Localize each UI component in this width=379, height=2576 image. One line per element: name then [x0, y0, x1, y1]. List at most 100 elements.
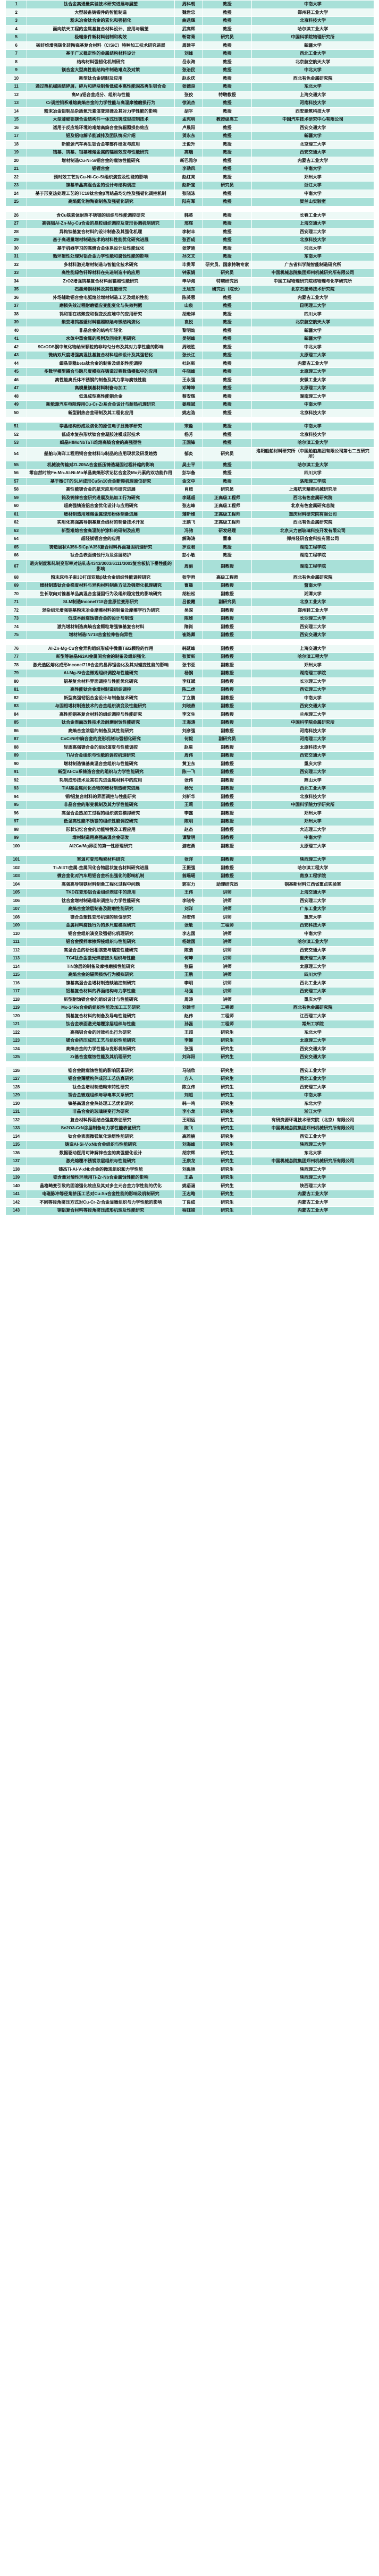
table-row[interactable]: 84 高性能铜基复合材料的组织调控与性能研究 李文生 副教授 兰州理工大学 — [5, 710, 374, 719]
table-row[interactable]: 107 高熵合金涂层制备及耐磨性能研究 刘洋 讲师 广东工业大学 — [5, 905, 374, 914]
table-row[interactable]: 5 极端条件新材料创制和构效 靳常青 研究员 中国科学院物理研究所 — [5, 33, 374, 42]
table-row[interactable]: 132 复合材料界面结合强度表征研究 王明远 研究生 有研资源环境技术研究院（北京）有限… — [5, 1115, 374, 1124]
table-row[interactable]: 142 不同等径角挤压方式对Cu-Cr-Zr合金显微组织与力学性能的影响 丁良成 研究… — [5, 1198, 374, 1207]
table-row[interactable]: 25 高熵氮化物陶瓷制备及强韧化研究 陆有军 教授 贺兰山实验室 — [5, 198, 374, 207]
table-row[interactable]: 8 结构材料强韧化机制研究 岳永海 教授 北京航空航天大学 — [5, 57, 374, 66]
table-row[interactable]: 103 微合金化对汽车用铝合金析出强化的影响机制 翁瑶瑶 副教授 南京工程学院 — [5, 872, 374, 881]
table-row[interactable]: 7 基于广义稳定性的金属结构材料设计 刘峰 教授 西北工业大学 — [5, 49, 374, 58]
table-row[interactable]: 16 适用于反应堆环境的难熔高熵合金抗辐照损伤效应 卢晨阳 教授 西安交通大学 — [5, 123, 374, 132]
table-row[interactable]: 49 新能源汽车电阻焊用Cu-Cr-Zr系合金设计与耐热机理研究 姜雁斌 教授 中南大学 — [5, 400, 374, 409]
table-row[interactable]: 44 细晶亚稳beta钛合金的制备及组织性能调控 杜赵新 教授 内蒙古工业大学 — [5, 359, 374, 368]
table-row[interactable]: 80 铝基复合材料界面调控与性能优化研究 李红斌 副教授 长沙理工大学 — [5, 677, 374, 686]
table-row[interactable]: 109 金属材料腐蚀行为的多尺度模拟研究 张敏 工程师 西安科技大学 — [5, 921, 374, 930]
table-row[interactable]: 43 微纳双尺度增强高温钛基复合材料组织设计及其强韧化 张长江 教授 太原理工大学 — [5, 351, 374, 360]
table-row[interactable]: 34 ZrO2增强钨基复合材料耐辐照性能研究 申华海 特聘研究员 中国工程物理研究院核物… — [5, 277, 374, 286]
table-row[interactable]: 125 Zr基合金腐蚀性能及其机理研究 刘洋阳 研究生 西安交通大学 — [5, 1053, 374, 1062]
table-row[interactable]: 46 高性能奥氏体不锈钢的制备及其力学与腐蚀性能 王永强 教授 安徽工业大学 — [5, 375, 374, 384]
table-row[interactable]: 76 Al-Zn-Mg-Cu合金异构组织形成中微量TiB2颗粒的作用 韩延峰 副教授上… — [5, 644, 374, 653]
table-row[interactable]: 71 SLM制造Inconel718合金原位变形研究 吕俊霞 副研究员 北京工业大学 — [5, 598, 374, 607]
table-row[interactable]: 65 铸造层状A356-SiCp/A356复合材料界面凝固机理研究 罗亚君 教授 湖南工… — [5, 543, 374, 552]
table-row[interactable]: 35 石墨烯铜材料及其性能研究 王旭东 研究员（院长） 北京石墨烯技术研究院 — [5, 285, 374, 294]
table-row[interactable]: 27 高强韧Al-Zn-Mg-Cu合金的晶粒组织调控及变形协调机制研究 邢辉 教授 上海… — [5, 219, 374, 228]
table-row[interactable]: 63 新型难熔合金高温防护涂料的研制及应用 冯驰 研发经理 北京天力创玻璃科技开发有限公… — [5, 526, 374, 535]
table-row[interactable]: 128 钛合金增材制造粉末特性研究 陈立伟 研究生 西安理工大学 — [5, 1083, 374, 1092]
table-row[interactable]: 3 粉末冶金钛合金的素化和强韧化 曲选辉 教授 北京科技大学 — [5, 16, 374, 25]
table-row[interactable]: 32 多材料激光增材制造与智能化技术研究 毕贵军 研究员、国家特聘专家 广东省科学院智能… — [5, 260, 374, 269]
table-row[interactable]: 89 TiAl合金组织与性能的调控机理研究 周伟 副教授 西安交通大学 — [5, 751, 374, 760]
table-row[interactable]: 121 钛合金表面激光熔覆涂层组织与性能 孙磊 工程师 常州工学院 — [5, 1020, 374, 1029]
table-row[interactable]: 122 高强铝合金的时效析出行为研究 王超 研究生 东北大学 — [5, 1028, 374, 1037]
table-row[interactable]: 82 新型高强韧铝合金设计与制备技术研究 丁立鹏 副教授 中南大学 — [5, 693, 374, 702]
table-row[interactable]: 102 Ti-Al3Ti金属-金属间化合物层状复合材料研究进展 王振强 副教授 哈尔滨工… — [5, 863, 374, 872]
table-row[interactable]: 58 高性能镁合金的航天应用与研究进展 肖旅 研究员 上海航天精密机械研究所 — [5, 485, 374, 494]
table-row[interactable]: 97 低温高性能不锈钢的组织性能调控研究 陈明 副教授 郑州大学 — [5, 817, 374, 826]
table-row[interactable]: 1 钛合金高通量实验技术研究进展与展望 周科朝 教授 中南大学 — [5, 0, 374, 9]
table-row[interactable]: 66 钛合金表面烧蚀行为及涂层防护 彭小敏 教授 湖南工程学院 — [5, 551, 374, 560]
table-row[interactable]: 57 基于微CT的SLM成形CuSn10合金断裂机理原位研究 金文中 教授 洛阳理工学院 — [5, 477, 374, 486]
table-row[interactable]: 92 轧制成形技术及其在先进金属材料中的应用 张伟 副教授 燕山大学 — [5, 776, 374, 785]
table-row[interactable]: 21 铝锂合金 李劲风 教授 中南大学 — [5, 165, 374, 174]
table-row[interactable]: 98 形状记忆合金的功能特性及工程应用 赵杰 副教授 大连理工大学 — [5, 825, 374, 834]
table-row[interactable]: 18 新能源汽车再生铝合金零部件研发与应用 王俊升 教授 北京理工大学 — [5, 140, 374, 149]
table-row[interactable]: 112 高温合金的析出相演变与蠕变性能研究 陈浩 讲师 西安交通大学 — [5, 946, 374, 955]
table-row[interactable]: 78 激光选区熔化成形Inconel718合金的晶界锯齿化及其对蠕变性能的影响 张书… — [5, 660, 374, 669]
table-row[interactable]: 93 TiAl基金属间化合物的增材制造研究进展 杨光 副教授 西北工业大学 — [5, 784, 374, 793]
table-row[interactable]: 140 晶格畸变引致的固溶强化效应及其对多主元合金力学性能的优化 姚语涵 研究生 陕西理… — [5, 1181, 374, 1190]
table-row[interactable]: 31 循环塑性处理对铝合金力学性能和腐蚀性能的影响 孙文文 教授 东南大学 — [5, 252, 374, 261]
table-row[interactable]: 116 镍基高温合金增材制造缺陷控制研究 李明 讲师 西北工业大学 — [5, 978, 374, 988]
table-row[interactable]: 42 9CrODS钢中氧化物纳米颗粒的非均匀分布及其对力学性能的影响 周晓胜 教授 中北… — [5, 342, 374, 351]
table-row[interactable]: 19 锆基、钨基、钼基难熔金属的辐照效应与性能研究 高瑞 教授 西安交通大学 — [5, 148, 374, 157]
table-row[interactable]: 77 新型等轴晶Ni3Al金属间合金的制备及组织强化 张贺新 副教授 哈尔滨工程大学 — [5, 652, 374, 662]
table-row[interactable]: 124 高熵合金的力学性能与变形机制研究 张强 研究生 西安交通大学 — [5, 1044, 374, 1053]
table-row[interactable]: 86 高熵合金涂层的制备及其性能研究 刘彦强 副教授 河南科技大学 — [5, 726, 374, 735]
table-row[interactable]: 104 高强高导铜铁材料制备工程化过程中问题 郭军力 助理研究员 铜基新材料江西省重点实… — [5, 880, 374, 889]
table-row[interactable]: 100 Al2Ca/Mg界面的第一性原理研究 游志勇 副教授 太原理工大学 — [5, 842, 374, 851]
table-row[interactable]: 50 新型耐热合金研制及其工程化应用 姚志浩 教授 北京科技大学 — [5, 408, 374, 417]
table-row[interactable]: 83 与固相增材制造技术的合金组织演变及性能研究 刘晓燕 副教授 西安交通大学 — [5, 702, 374, 711]
table-row[interactable]: 130 镍基高温合金热处理工艺优化研究 韩一鸣 研究生 东北大学 — [5, 1099, 374, 1108]
table-row[interactable]: 143 铜铝复合材料等径角挤压成形机理及性能研究 程钰竣 研究生 内蒙古工业大学 — [5, 1206, 374, 1215]
table-row[interactable]: 81 高性能钛合金增材制造组织调控 陈二虎 副教授 西安理工大学 — [5, 685, 374, 694]
table-row[interactable]: 17 铝及铝电解节能减排及团队情况介绍 贺永东 教授 新疆大学 — [5, 132, 374, 141]
table-row[interactable]: 94 铜/铝复合材料的界面调控与性能研究 刘新华 副教授 北京科技大学 — [5, 792, 374, 801]
table-row[interactable]: 9 镁合金大型高性能结构件制造难点及对策 张治民 教授 中北大学 — [5, 66, 374, 75]
table-row[interactable]: 74 激光增材制造高熵合金颗粒增强镍基复合材料 隋尚 副教授 西安理工大学 — [5, 622, 374, 631]
table-row[interactable]: 87 CoCrNi中熵合金的变形机制与强韧化研究 何毅 副研究员 河南理工大学 — [5, 735, 374, 744]
table-row[interactable]: 91 新型Al-Cu系铸造合金的组织与力学性能研究 陈一飞 副教授 西安理工大学 — [5, 768, 374, 777]
table-row[interactable]: 48 低温成型高性能铜合金 蔡安辉 教授 湖南理工大学 — [5, 392, 374, 401]
table-row[interactable]: 55 机械波传输对ZL205A合金低压铸造凝固过程补缩的影响 吴士平 教授 哈尔滨工业大… — [5, 460, 374, 469]
table-row[interactable]: 60 超高强铸造铝合金优化设计与应用研究 张志峰 正高级工程师 北京有色金属研究总院 — [5, 502, 374, 511]
table-row[interactable]: 138 铸态Ti-Al-V-xNb合金的微观组织和力学性能 刘禹驰 研究生 陕西理工大学 — [5, 1165, 374, 1174]
table-row[interactable]: 14 粉末冶金钼制品杂质氧元素演变规律及其对力学性能的影响 胡平 教授 西安建筑科技大学 — [5, 107, 374, 116]
table-row[interactable]: 69 增材制造钛合金梯度材料与异构材料制备方法及强塑化机理研究 曹晟 副教授 暨南大学 — [5, 581, 374, 590]
table-row[interactable]: 108 镁合金塑性变形机理的原位研究 孙宏伟 讲师 重庆大学 — [5, 913, 374, 922]
table-row[interactable]: 90 增材制造镍基高温合金组织与性能研究 黄卫东 副教授 重庆大学 — [5, 759, 374, 768]
table-row[interactable]: 110 铜合金组织演变及强韧化机理研究 李志国 讲师 中南大学 — [5, 929, 374, 938]
table-row[interactable]: 79 Al-Mg-Si合金微观组织调控与性能研究 杨钢 副教授 湖南理工学院 — [5, 669, 374, 678]
table-row[interactable]: 59 钨及钨铼合金研究进展及热加工行为研究 李延超 正高级工程师 西北有色金属研究院 — [5, 493, 374, 502]
table-row[interactable]: 126 锆合金耐腐蚀性能的影响因素研究 马晓欣 研究生 西安工业大学 — [5, 1066, 374, 1075]
table-row[interactable]: 33 高性能绿色钎焊材料在先进制造中的应用 钟素娟 研究员 中国机械总院集团郑州机械研究… — [5, 269, 374, 278]
table-row[interactable]: 115 高熵合金的辐照损伤行为模拟研究 王鹏 讲师 四川大学 — [5, 971, 374, 980]
table-row[interactable]: 36 外场辅助铝合金电弧熔丝增材制造工艺及组织性能 陈芙蓉 教授 内蒙古工业大学 — [5, 293, 374, 302]
table-row[interactable]: 11 通过热机械固结碎屑，碎片和碎块制备低成本高性能固态再生铝合金 张德良 教授 东北大… — [5, 82, 374, 91]
table-row[interactable]: 28 异构钛基复合材料的设计制备及其强化机理 李树丰 教授 西安理工大学 — [5, 227, 374, 236]
table-row[interactable]: 99 增材制造用高强高温合金研发 谭黎明 副教授 中南大学 — [5, 834, 374, 843]
table-row[interactable]: 24 基于形变热处理工艺的TC18钛合金β再结晶均匀性及强韧化调控机制 张晓泳 教授中… — [5, 189, 374, 198]
table-row[interactable]: 51 孪晶结构形成及演化的原位电子显微学研究 宋淼 教授 中南大学 — [5, 422, 374, 431]
table-row[interactable]: 113 TC4钛合金激光焊接接头组织与性能 何坤 讲师 重庆理工大学 — [5, 954, 374, 963]
table-row[interactable]: 85 钛合金表面改性技术及耐磨耐蚀性能研究 王海涛 副教授 中国科学院金属研究所 — [5, 718, 374, 727]
table-row[interactable]: 131 非晶合金的玻璃转变行为研究 李小龙 研究生 浙江大学 — [5, 1107, 374, 1117]
table-row[interactable]: 53 细晶HfMoNbTaTi难熔高熵合金的高强塑性 王国锋 教授 哈尔滨工业大学 — [5, 439, 374, 448]
table-row[interactable]: 118 新型耐蚀镁合金的组织设计与性能研究 周涛 讲师 重庆大学 — [5, 995, 374, 1004]
table-row[interactable]: 10 新型钛合金研制及应用 赵永庆 教授 西北有色金属研究院 — [5, 74, 374, 83]
table-row[interactable]: 68 粉末床电子束3D打印亚稳β钛合金组织性能调控研究 张学哲 高级工程师 西北有色金属… — [5, 573, 374, 582]
table-row[interactable]: 141 电磁脉冲等径角挤压工艺对Cu-Sn合金性能的影响及机制研究 王志略 研究生 内蒙… — [5, 1190, 374, 1199]
table-row[interactable]: 56 零自然时效Fe-Mn-Al-Ni-Mo单晶高熵形状记忆合金及Mo元素的双功能… — [5, 469, 374, 478]
table-row[interactable]: 127 铝合金薄壁构件成形工艺仿真研究 方人 研究生 西北工业大学 — [5, 1075, 374, 1084]
table-row[interactable]: 129 铜合金微观组织与导电率关系研究 刘超 研究生 中南大学 — [5, 1091, 374, 1100]
table-row[interactable]: 54 船舶与海洋工程用铜合金材料与制品的应用现状及研发趋势 郁炎 研究员 洛阳船舶材料研… — [5, 446, 374, 461]
table-row[interactable]: 123 镁合金挤压成形工艺与组织性能研究 李娜 研究生 太原理工大学 — [5, 1036, 374, 1045]
table-row[interactable]: 119 Mo-14Re合金的组织性能及加工工艺研究 刘建华 工程师 西北有色金属研究院 — [5, 1003, 374, 1012]
table-row[interactable]: 139 锆含量对酸性环境用Ti-Zr-Nb合金腐蚀性能的影响 王晶 研究生 陕西理工大学 — [5, 1173, 374, 1182]
